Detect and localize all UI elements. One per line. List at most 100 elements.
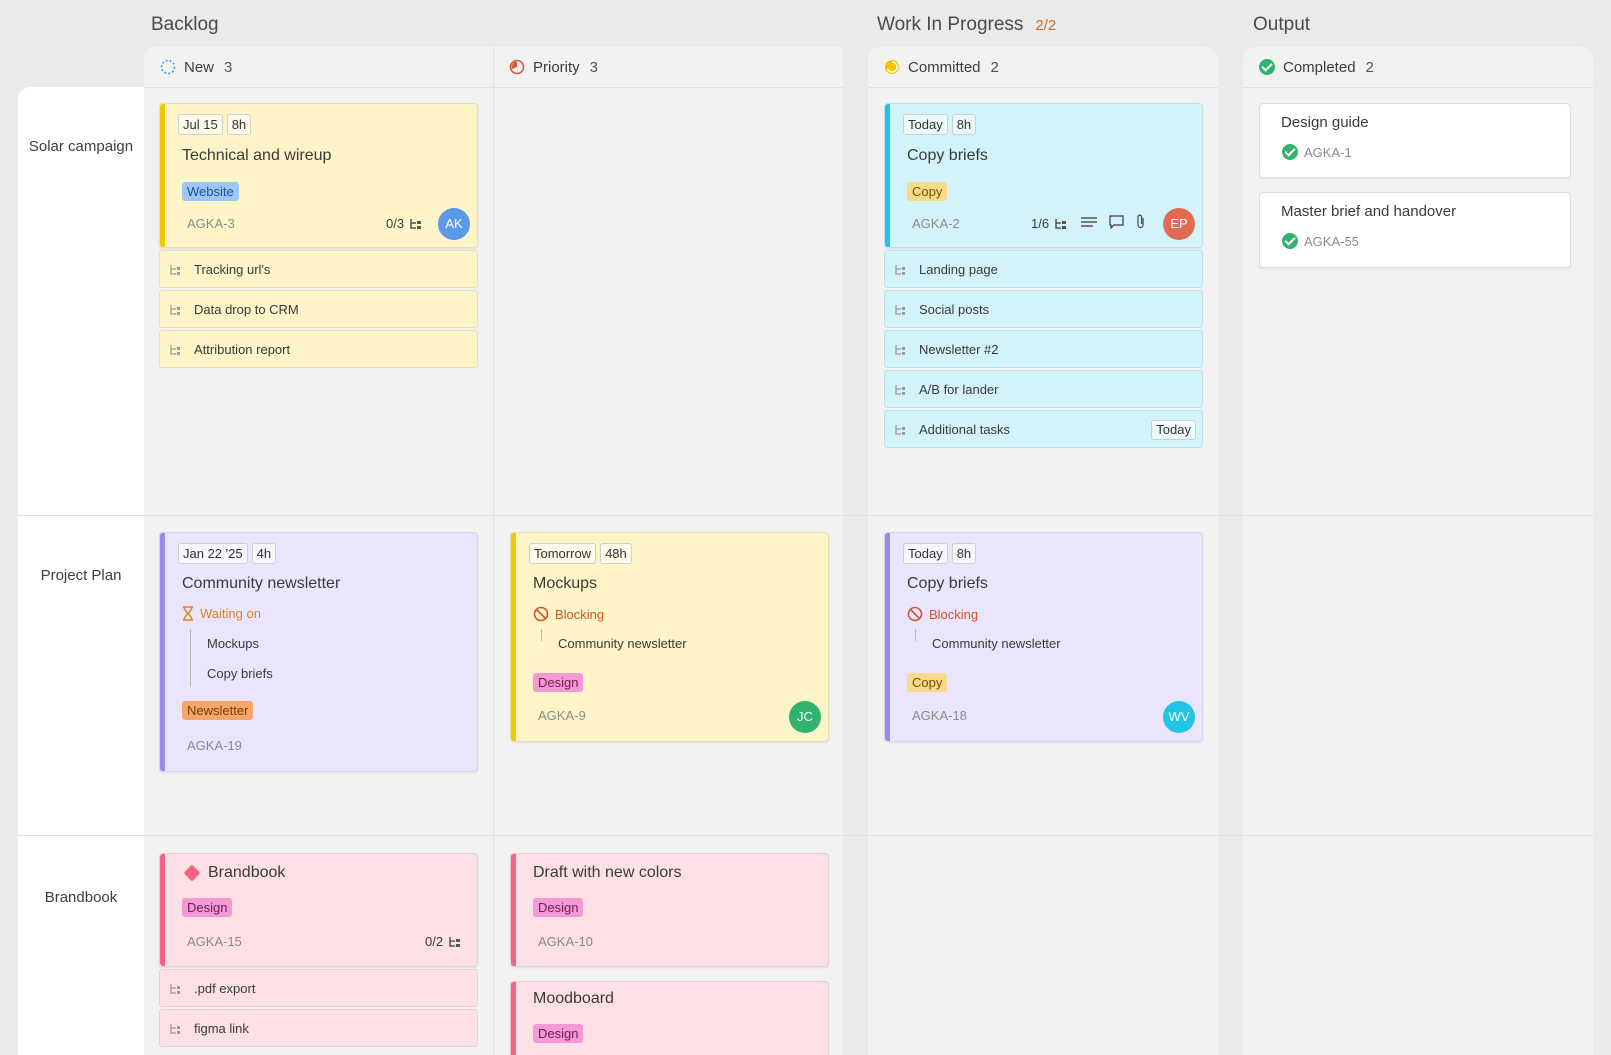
lane-labels-panel <box>18 87 144 1055</box>
column-header-priority[interactable]: Priority 3 <box>493 47 843 88</box>
relation-item[interactable]: Community newsletter <box>932 636 1061 651</box>
subtasks-icon <box>410 218 422 229</box>
card-title-text: Brandbook <box>208 864 286 881</box>
card-title: Draft with new colors <box>533 864 682 881</box>
subtask-label: Tracking url's <box>194 262 271 277</box>
column-header-committed[interactable]: Committed 2 <box>868 47 1218 88</box>
lane-divider <box>18 515 1593 516</box>
subtask-item[interactable]: Data drop to CRM <box>159 290 478 328</box>
relation-item[interactable]: Community newsletter <box>558 636 687 651</box>
column-label-priority: Priority <box>533 58 580 76</box>
subtask-item[interactable]: figma link <box>159 1009 478 1047</box>
lane-label-brand: Brandbook <box>44 889 118 906</box>
group-title-backlog: Backlog <box>151 14 219 35</box>
subtask-count: 1/6 <box>1031 216 1050 231</box>
comment-icon[interactable] <box>1109 215 1124 229</box>
column-header-completed[interactable]: Completed 2 <box>1243 47 1593 88</box>
epic-diamond-icon <box>183 864 201 882</box>
subtask-label: A/B for lander <box>919 382 999 397</box>
subtask-progress[interactable]: 1/6 <box>1031 216 1068 231</box>
priority-status-icon <box>509 59 525 75</box>
card-id: AGKA-3 <box>187 216 235 231</box>
avatar[interactable]: JC <box>789 701 821 733</box>
hourglass-icon <box>183 606 193 621</box>
column-count-committed: 2 <box>990 58 999 76</box>
blocked-icon <box>907 606 923 622</box>
card-technical-wireup[interactable]: Jul 15 8h Technical and wireup Website AG… <box>159 103 478 248</box>
subtask-label: .pdf export <box>194 981 256 996</box>
relation-item[interactable]: Mockups <box>207 636 260 651</box>
card-copy-briefs[interactable]: Today 8h Copy briefs Copy AGKA-2 1/6 EP <box>884 103 1203 248</box>
lane-label-solar: Solar campaign <box>28 138 134 155</box>
card-community-newsletter[interactable]: Jan 22 '25 4h Community newsletter Waitin… <box>159 532 478 772</box>
avatar[interactable]: EP <box>1163 208 1195 240</box>
card-title: Technical and wireup <box>182 147 332 164</box>
description-icon[interactable] <box>1081 216 1097 228</box>
column-header-new[interactable]: New 3 <box>144 47 493 88</box>
subtask-icon <box>170 345 180 355</box>
column-count-completed: 2 <box>1365 58 1374 76</box>
column-label-completed: Completed <box>1283 58 1356 76</box>
column-label-committed: Committed <box>908 58 981 76</box>
card-tag: Website <box>182 182 239 201</box>
subtask-count: 0/2 <box>425 934 444 949</box>
card-draft-new-colors[interactable]: Draft with new colors Design AGKA-10 <box>510 853 829 967</box>
card-design-guide[interactable]: Design guide AGKA-1 <box>1259 103 1571 178</box>
subtask-progress[interactable]: 0/3 <box>386 216 423 231</box>
subtask-label: Landing page <box>919 262 998 277</box>
card-tag: Design <box>533 1024 584 1043</box>
due-date-chip: Jul 15 <box>178 114 223 135</box>
subtask-item[interactable]: .pdf export <box>159 969 478 1007</box>
subtask-item[interactable]: Additional tasks Today <box>884 410 1203 448</box>
relation-item[interactable]: Copy briefs <box>207 666 273 681</box>
subtask-count: 0/3 <box>386 216 405 231</box>
subtask-icon <box>170 265 180 275</box>
due-date-chip: Tomorrow <box>529 543 597 564</box>
subtask-item[interactable]: A/B for lander <box>884 370 1203 408</box>
subtask-due-chip: Today <box>1151 420 1196 440</box>
card-color-bar <box>160 533 165 771</box>
estimate-chip: 48h <box>600 543 632 564</box>
subtask-icon <box>895 305 905 315</box>
estimate-chip: 4h <box>251 543 277 564</box>
attachment-icon[interactable] <box>1135 214 1147 229</box>
avatar[interactable]: WV <box>1163 701 1195 733</box>
subtask-item[interactable]: Tracking url's <box>159 250 478 288</box>
card-mockups[interactable]: Tomorrow 48h Mockups Blocking Community n… <box>510 532 829 742</box>
subtask-icon <box>895 385 905 395</box>
completed-check-icon <box>1259 59 1275 75</box>
subtask-progress[interactable]: 0/2 <box>425 934 462 949</box>
card-id: AGKA-18 <box>912 708 967 723</box>
check-icon <box>1282 144 1298 160</box>
subtask-item[interactable]: Attribution report <box>159 330 478 368</box>
card-master-brief[interactable]: Master brief and handover AGKA-55 <box>1259 192 1571 268</box>
new-status-icon <box>160 59 176 75</box>
blocking-status: Blocking <box>907 606 978 622</box>
column-count-new: 3 <box>224 58 233 76</box>
card-color-bar <box>160 104 165 247</box>
subtask-item[interactable]: Social posts <box>884 290 1203 328</box>
card-color-bar <box>511 854 516 966</box>
card-moodboard[interactable]: Moodboard Design <box>510 981 829 1055</box>
card-id-row: AGKA-1 <box>1282 144 1352 160</box>
card-tag: Copy <box>907 673 948 692</box>
subtasks-icon <box>449 936 461 947</box>
avatar[interactable]: AK <box>438 208 470 240</box>
status-label: Blocking <box>929 606 979 622</box>
subtasks-icon <box>1055 218 1067 229</box>
card-title: Master brief and handover <box>1281 203 1457 220</box>
lane-label-plan: Project Plan <box>40 567 122 584</box>
subtask-label: Social posts <box>919 302 990 317</box>
relation-tree-line <box>915 629 916 641</box>
card-title: Copy briefs <box>907 575 988 592</box>
subtask-item[interactable]: Landing page <box>884 250 1203 288</box>
column-count-priority: 3 <box>589 58 599 76</box>
card-id: AGKA-9 <box>538 708 586 723</box>
subtask-icon <box>895 425 905 435</box>
card-brandbook[interactable]: Brandbook Design AGKA-15 0/2 <box>159 853 478 967</box>
check-icon <box>1282 233 1298 249</box>
card-color-bar <box>160 854 165 966</box>
card-title: Copy briefs <box>907 147 988 164</box>
card-copy-briefs-blocking[interactable]: Today 8h Copy briefs Blocking Community n… <box>884 532 1203 742</box>
subtask-item[interactable]: Newsletter #2 <box>884 330 1203 368</box>
